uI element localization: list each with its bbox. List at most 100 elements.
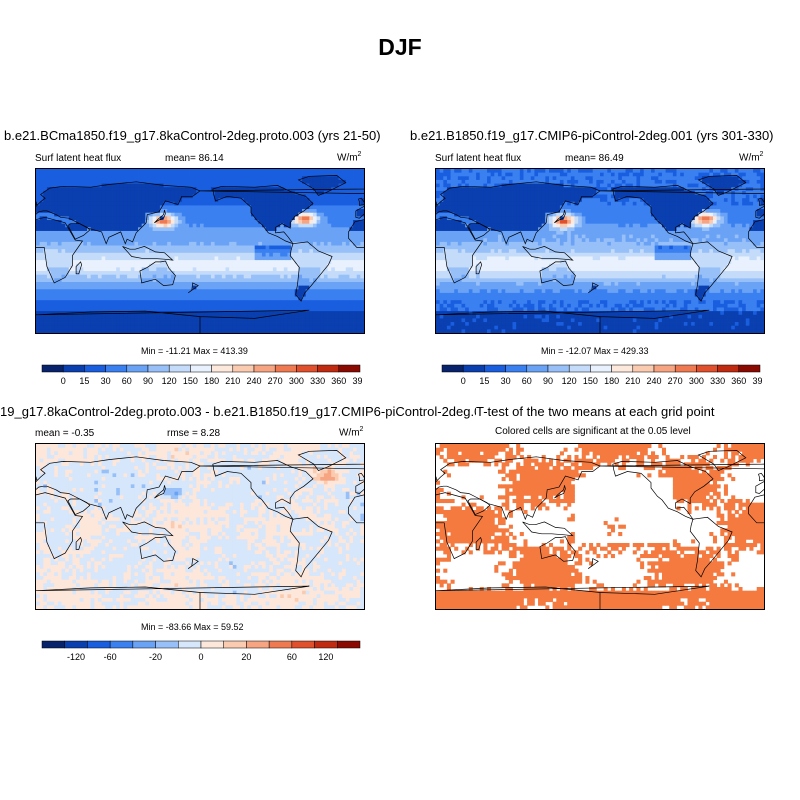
field-cell (116, 325, 121, 330)
field-cell (640, 169, 645, 174)
field-cell (534, 176, 539, 181)
field-cell (468, 198, 473, 203)
field-cell (127, 300, 132, 305)
field-cell (254, 274, 259, 279)
field-cell (600, 201, 605, 206)
field-cell (298, 292, 303, 297)
field-cell (280, 230, 285, 235)
field-cell (287, 252, 292, 257)
field-cell (331, 209, 336, 214)
field-cell (61, 179, 66, 184)
field-cell (723, 201, 728, 206)
field-cell (76, 311, 81, 316)
field-cell (167, 292, 172, 297)
field-cell (269, 263, 274, 268)
field-cell (309, 296, 314, 301)
field-cell (134, 172, 139, 177)
field-cell (709, 187, 714, 192)
field-cell (647, 187, 652, 192)
field-cell (305, 245, 310, 250)
field-cell (258, 249, 263, 254)
field-cell (167, 307, 172, 312)
field-cell (232, 252, 237, 257)
field-cell (243, 198, 248, 203)
field-cell (291, 285, 296, 290)
field-cell (229, 267, 234, 272)
field-cell (530, 190, 535, 195)
field-cell (672, 190, 677, 195)
field-cell (287, 292, 292, 297)
field-cell (654, 169, 659, 174)
field-cell (334, 234, 339, 239)
field-cell (36, 325, 41, 330)
field-cell (342, 300, 347, 305)
field-cell (294, 205, 299, 210)
field-cell (94, 300, 99, 305)
field-cell (39, 296, 44, 301)
field-cell (43, 314, 48, 319)
field-cell (101, 201, 106, 206)
field-cell (79, 227, 84, 232)
field-cell (90, 241, 95, 246)
field-cell (283, 183, 288, 188)
field-cell (312, 220, 318, 225)
field-cell (327, 176, 332, 181)
field-cell (50, 190, 55, 195)
field-cell (232, 187, 237, 192)
field-cell (210, 205, 215, 210)
field-cell (87, 190, 92, 195)
field-cell (94, 281, 99, 287)
field-cell (200, 252, 205, 257)
field-cell (236, 300, 241, 305)
field-cell (323, 292, 328, 297)
field-cell (159, 179, 164, 184)
field-cell (156, 223, 161, 228)
field-cell (214, 260, 219, 265)
field-cell (232, 260, 237, 265)
field-cell (79, 285, 84, 290)
field-cell (251, 285, 256, 290)
field-cell (116, 285, 121, 290)
field-cell (134, 267, 139, 272)
field-cell (112, 190, 117, 195)
field-cell (145, 205, 150, 210)
field-cell (119, 281, 124, 287)
field-cell (258, 198, 263, 203)
field-cell (94, 205, 99, 210)
field-cell (108, 205, 113, 210)
field-cell (454, 198, 459, 203)
field-cell (261, 234, 266, 239)
field-cell (298, 300, 303, 305)
field-cell (214, 289, 219, 294)
field-cell (654, 179, 659, 184)
field-cell (170, 201, 175, 206)
field-cell (323, 194, 328, 199)
field-cell (479, 190, 484, 195)
field-cell (353, 223, 358, 228)
field-cell (87, 307, 92, 312)
field-cell (225, 252, 230, 257)
field-cell (123, 249, 128, 254)
field-cell (210, 223, 215, 228)
field-cell (138, 274, 143, 279)
field-cell (229, 303, 234, 308)
field-cell (159, 252, 164, 257)
field-cell (229, 311, 234, 316)
field-cell (90, 220, 95, 225)
field-cell (305, 307, 310, 312)
field-cell (39, 241, 44, 246)
field-cell (236, 329, 241, 333)
field-cell (225, 314, 230, 319)
field-cell (145, 223, 150, 228)
field-cell (305, 212, 310, 217)
field-cell (258, 190, 263, 195)
field-cell (236, 179, 241, 184)
field-cell (280, 205, 285, 210)
field-cell (39, 271, 44, 276)
field-cell (530, 183, 535, 188)
field-cell (145, 318, 150, 323)
field-cell (229, 245, 234, 250)
field-cell (83, 183, 88, 188)
field-cell (119, 296, 124, 301)
field-cell (738, 169, 743, 174)
